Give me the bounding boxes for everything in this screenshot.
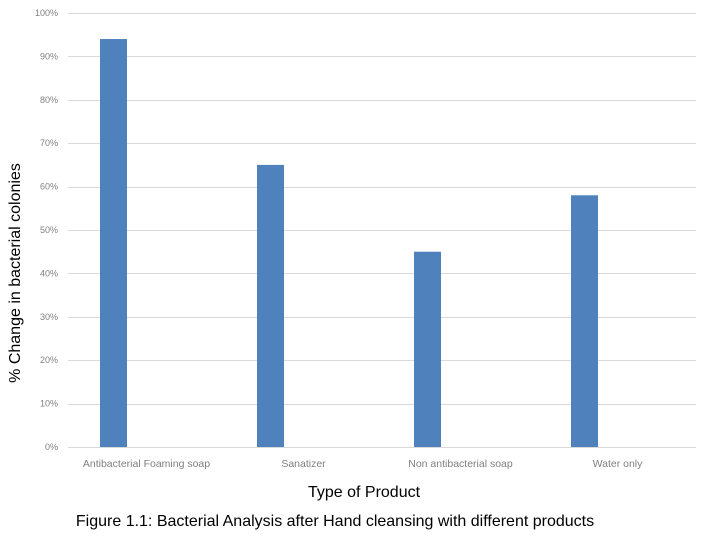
x-tick-label: Water only [593,458,644,470]
x-tick-label: Sanatizer [281,458,326,470]
y-tick-label: 100% [35,8,58,18]
x-tick-label: Non antibacterial soap [408,458,513,470]
bar [414,251,441,447]
y-tick-label: 10% [40,399,58,409]
bars [100,39,598,447]
x-axis-title: Type of Product [308,484,421,501]
bar [571,195,598,447]
y-tick-label: 30% [40,312,58,322]
figure-caption: Figure 1.1: Bacterial Analysis after Han… [76,513,594,530]
y-tick-label: 90% [40,51,58,61]
y-tick-label: 60% [40,182,58,192]
x-tick-label: Antibacterial Foaming soap [83,458,210,470]
y-axis-title: % Change in bacterial colonies [7,163,24,383]
y-tick-label: 50% [40,225,58,235]
y-tick-labels: 0% 10% 20% 30% 40% 50% 60% 70% 80% 90% 100% [35,8,58,452]
bar [257,164,284,447]
y-tick-label: 70% [40,138,58,148]
y-tick-label: 40% [40,268,58,278]
category-labels: Antibacterial Foaming soap Sanatizer Non a… [83,458,643,470]
gridlines [68,13,696,448]
y-tick-label: 0% [45,442,58,452]
y-tick-label: 80% [40,95,58,105]
bar [100,39,127,447]
y-tick-label: 20% [40,355,58,365]
